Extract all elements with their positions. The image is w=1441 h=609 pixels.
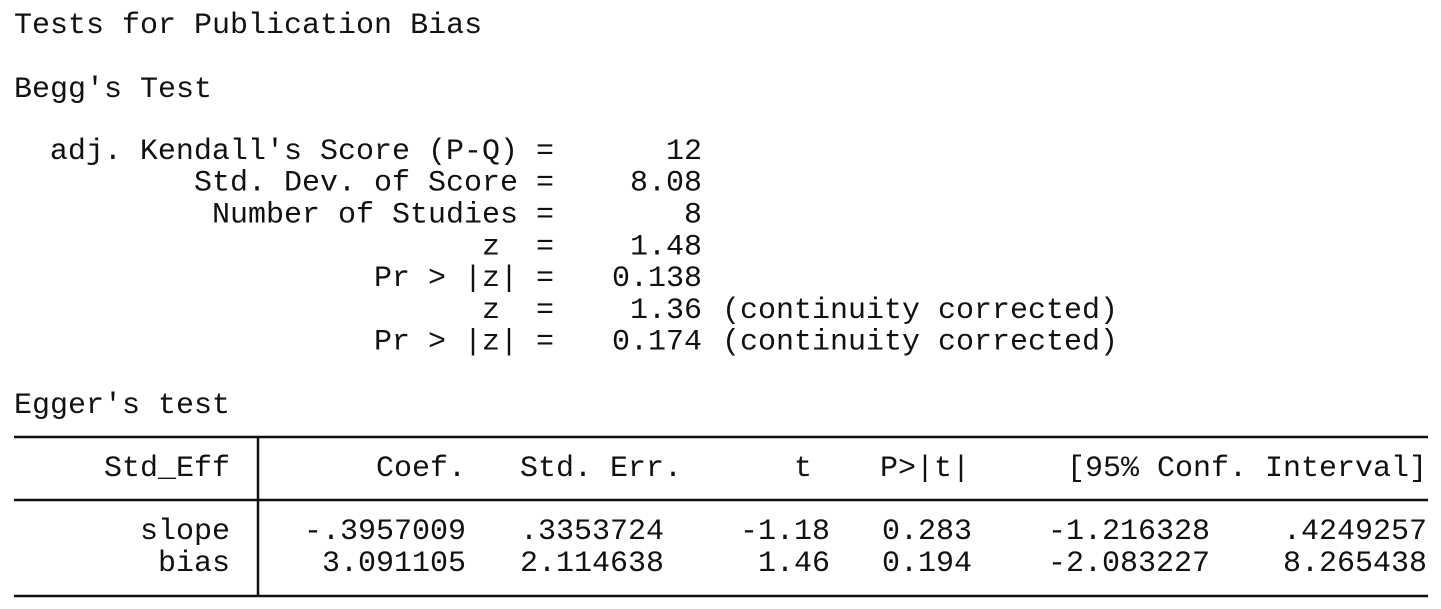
begg-label: Std. Dev. of Score = (194, 167, 554, 201)
begg-value: 0.138 (612, 262, 702, 296)
table-header: Std. Err. (520, 452, 682, 486)
begg-label: Number of Studies = (212, 199, 554, 233)
row-label: slope (140, 515, 230, 549)
begg-label: adj. Kendall's Score (P-Q) = (50, 135, 554, 169)
begg-label: Pr > |z| = (374, 326, 554, 360)
begg-value: 1.48 (630, 230, 702, 264)
table-header: [95% Conf. Interval] (1067, 452, 1427, 486)
table-cell: .4249257 (1283, 515, 1427, 549)
egger-heading: Egger's test (14, 389, 230, 423)
begg-value: 8 (684, 199, 702, 233)
begg-label: Pr > |z| = (374, 262, 554, 296)
begg-note: (continuity corrected) (722, 294, 1118, 328)
begg-heading: Begg's Test (14, 73, 212, 107)
begg-value: 1.36 (630, 294, 702, 328)
table-cell: -.3957009 (304, 515, 466, 549)
table-header: t (794, 452, 812, 486)
title: Tests for Publication Bias (14, 9, 482, 43)
table-cell: -2.083227 (1048, 547, 1210, 581)
table-cell: 2.114638 (520, 547, 664, 581)
table-cell: 8.265438 (1283, 547, 1427, 581)
table-cell: -1.18 (740, 515, 830, 549)
table-cell: 3.091105 (322, 547, 466, 581)
table-cell: .3353724 (520, 515, 664, 549)
begg-value: 12 (666, 135, 702, 169)
begg-label: z = (482, 294, 554, 328)
table-header: P>|t| (880, 452, 970, 486)
table-cell: 1.46 (758, 547, 830, 581)
begg-value: 0.174 (612, 326, 702, 360)
table-header: Coef. (376, 452, 466, 486)
table-cell: 0.194 (882, 547, 972, 581)
table-cell: -1.216328 (1048, 515, 1210, 549)
row-label: bias (158, 547, 230, 581)
begg-value: 8.08 (630, 167, 702, 201)
begg-label: z = (482, 230, 554, 264)
table-header: Std_Eff (104, 452, 230, 486)
begg-note: (continuity corrected) (722, 326, 1118, 360)
table-cell: 0.283 (882, 515, 972, 549)
